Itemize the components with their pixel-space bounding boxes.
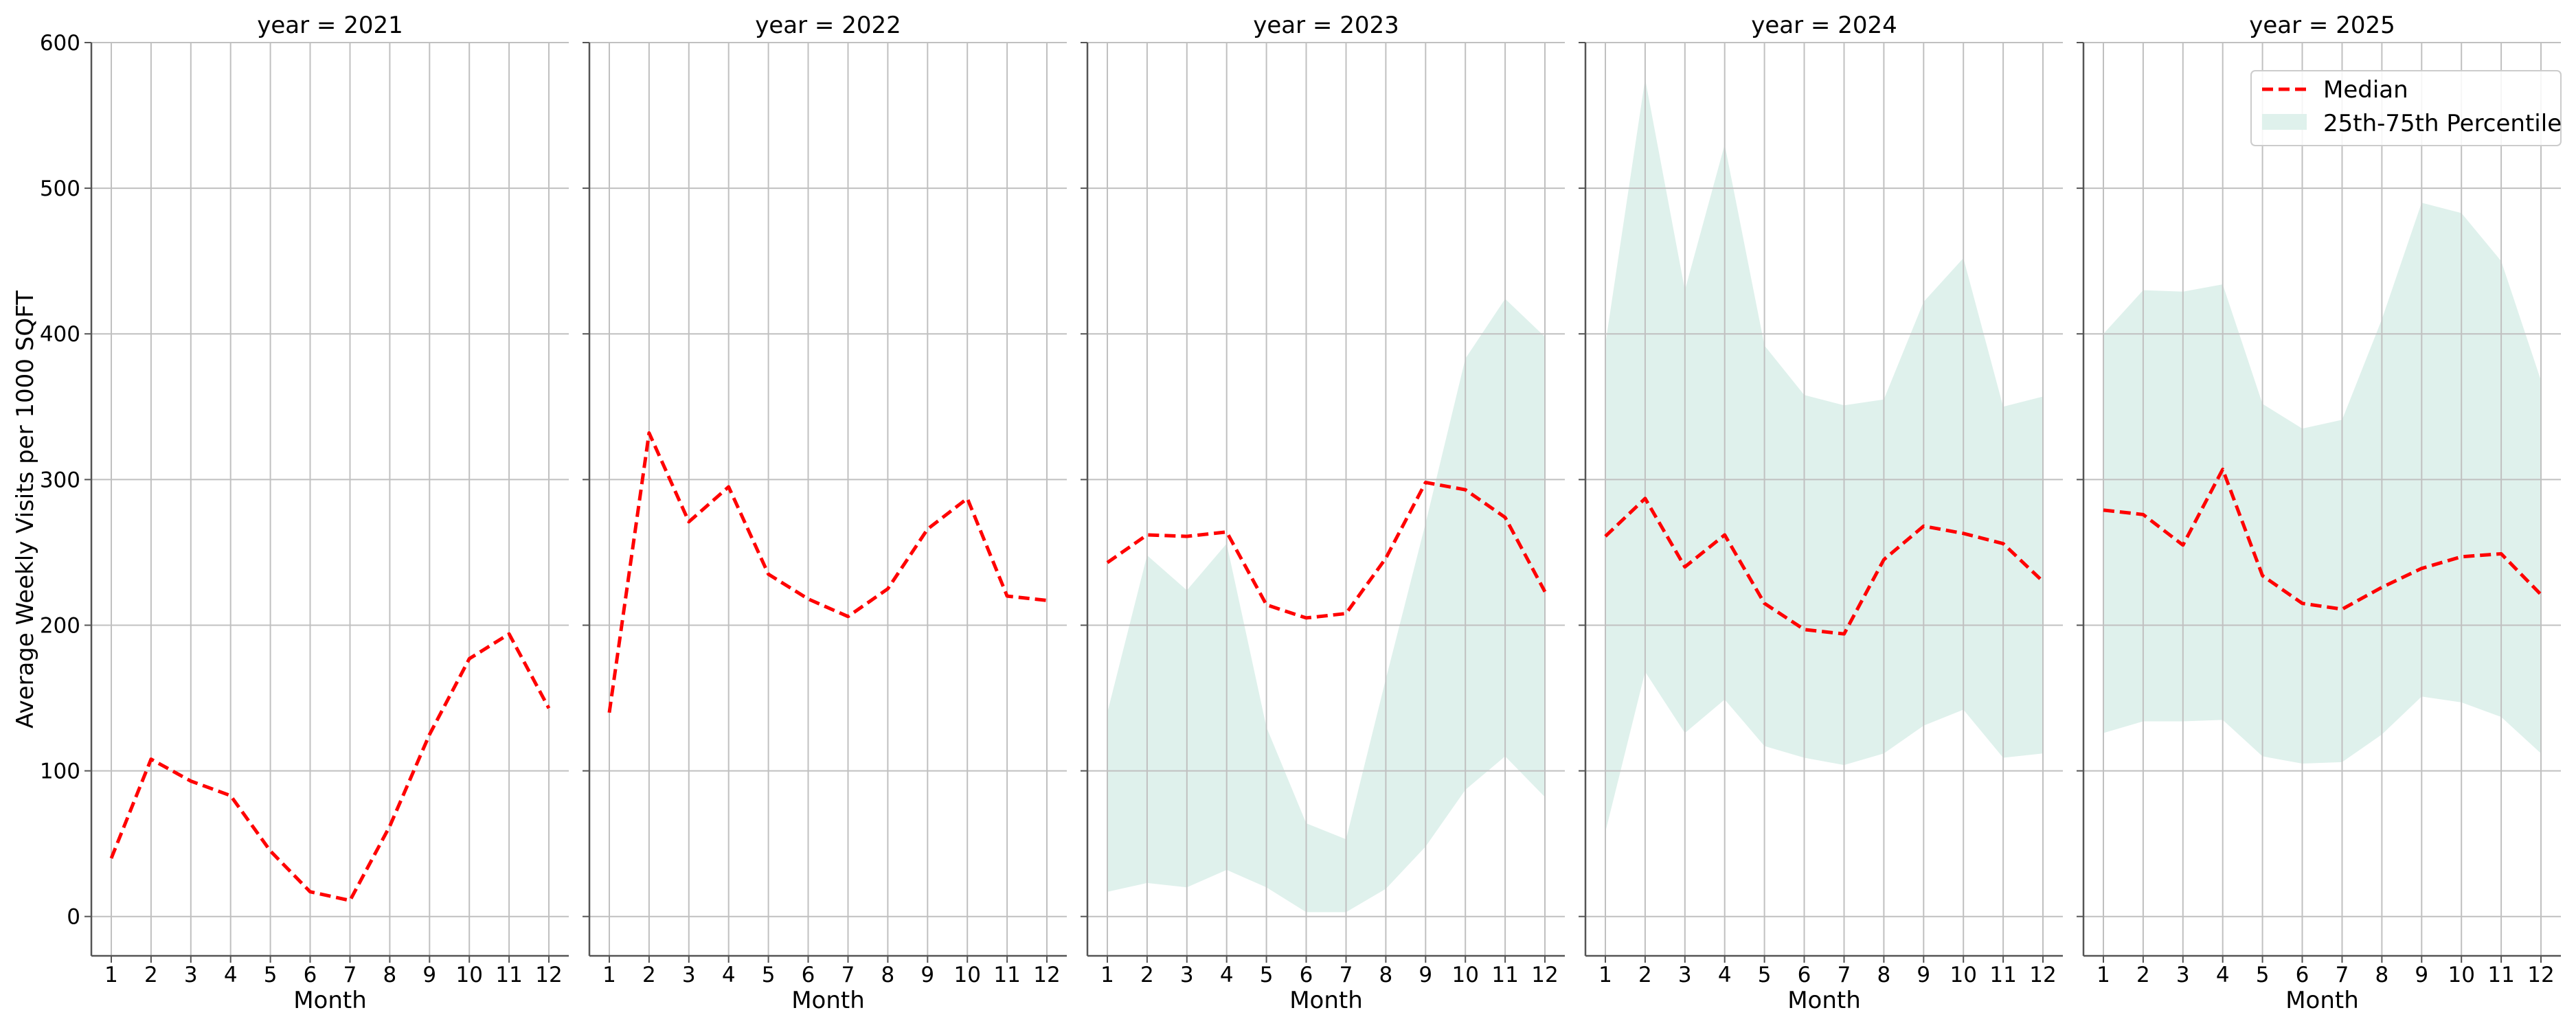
x-tick-label: 8	[2375, 963, 2389, 987]
y-tick-label: 0	[67, 905, 80, 930]
x-tick-label: 6	[304, 963, 317, 987]
x-tick-label: 12	[2029, 963, 2056, 987]
median-line	[109, 632, 551, 902]
x-tick-label: 10	[1950, 963, 1976, 987]
y-tick-label: 200	[40, 614, 80, 639]
x-tick-label: 4	[1718, 963, 1732, 987]
median-line	[2103, 468, 2542, 611]
x-axis-label: Month	[1289, 987, 1363, 1014]
x-tick-label: 11	[2487, 963, 2514, 987]
x-axis-label: Month	[293, 987, 367, 1014]
y-tick-label: 300	[40, 468, 80, 492]
x-tick-label: 7	[1838, 963, 1851, 987]
x-tick-label: 1	[2097, 963, 2110, 987]
panel-title: year = 2022	[755, 12, 901, 39]
x-tick-label: 10	[953, 963, 980, 987]
x-tick-label: 12	[1531, 963, 1558, 987]
x-tick-label: 3	[1678, 963, 1692, 987]
x-tick-label: 10	[2448, 963, 2474, 987]
x-tick-label: 1	[1598, 963, 1612, 987]
x-tick-label: 7	[1340, 963, 1353, 987]
x-tick-label: 3	[682, 963, 696, 987]
x-tick-label: 9	[920, 963, 934, 987]
x-tick-label: 4	[722, 963, 736, 987]
x-tick-label: 4	[2216, 963, 2230, 987]
median-line	[1604, 496, 2044, 636]
percentile-band	[1107, 299, 1545, 913]
x-tick-label: 1	[104, 963, 118, 987]
x-tick-label: 11	[495, 963, 522, 987]
x-tick-label: 4	[1220, 963, 1234, 987]
panel-title: year = 2024	[1751, 12, 1897, 39]
x-tick-label: 6	[2296, 963, 2309, 987]
x-tick-label: 9	[2415, 963, 2428, 987]
x-tick-label: 8	[383, 963, 397, 987]
x-tick-label: 1	[602, 963, 616, 987]
x-tick-label: 6	[802, 963, 815, 987]
legend-frame	[2250, 70, 2562, 146]
percentile-band	[1605, 79, 2043, 832]
x-tick-label: 12	[535, 963, 562, 987]
x-tick-label: 12	[1033, 963, 1060, 987]
panel-title: year = 2021	[257, 12, 403, 39]
y-tick-label: 400	[40, 322, 80, 347]
x-tick-label: 9	[1419, 963, 1432, 987]
panel-title: year = 2023	[1253, 12, 1399, 39]
legend-entry-median: Median	[2323, 76, 2408, 104]
percentile-band	[2103, 203, 2541, 764]
x-tick-label: 8	[881, 963, 895, 987]
x-tick-label: 2	[1140, 963, 1154, 987]
x-tick-label: 2	[642, 963, 656, 987]
y-tick-label: 600	[40, 31, 80, 56]
x-tick-label: 6	[1798, 963, 1811, 987]
x-tick-label: 2	[144, 963, 158, 987]
x-tick-label: 5	[2256, 963, 2270, 987]
x-tick-label: 5	[762, 963, 776, 987]
x-tick-label: 2	[1638, 963, 1652, 987]
legend-entry-percentile: 25th-75th Percentile	[2323, 110, 2562, 137]
x-axis-label: Month	[791, 987, 865, 1014]
x-axis-label: Month	[2285, 987, 2359, 1014]
x-tick-label: 3	[1180, 963, 1194, 987]
x-tick-label: 11	[1491, 963, 1518, 987]
x-tick-label: 8	[1379, 963, 1393, 987]
x-tick-label: 6	[1300, 963, 1313, 987]
x-tick-label: 11	[1989, 963, 2016, 987]
x-tick-label: 12	[2527, 963, 2554, 987]
x-tick-label: 11	[993, 963, 1020, 987]
x-tick-label: 1	[1100, 963, 1114, 987]
x-tick-label: 5	[264, 963, 278, 987]
x-tick-label: 10	[455, 963, 482, 987]
x-tick-label: 2	[2136, 963, 2150, 987]
x-tick-label: 9	[422, 963, 436, 987]
x-tick-label: 7	[2336, 963, 2349, 987]
y-tick-label: 500	[40, 176, 80, 201]
x-tick-label: 9	[1917, 963, 1930, 987]
y-tick-label: 100	[40, 759, 80, 784]
x-tick-label: 7	[343, 963, 357, 987]
median-line	[607, 431, 1048, 713]
x-axis-label: Month	[1787, 987, 1861, 1014]
panel-title: year = 2025	[2249, 12, 2395, 39]
x-tick-label: 10	[1451, 963, 1478, 987]
y-axis-label: Average Weekly Visits per 1000 SQFT	[12, 290, 39, 729]
x-tick-label: 7	[841, 963, 855, 987]
x-tick-label: 3	[184, 963, 198, 987]
median-line	[1106, 481, 1547, 620]
legend-band-swatch	[2262, 114, 2307, 130]
legend: Median 25th-75th Percentile	[2250, 70, 2562, 146]
x-tick-label: 4	[224, 963, 238, 987]
x-tick-label: 5	[1260, 963, 1274, 987]
x-tick-label: 8	[1877, 963, 1891, 987]
x-tick-label: 5	[1758, 963, 1772, 987]
x-tick-label: 3	[2176, 963, 2190, 987]
